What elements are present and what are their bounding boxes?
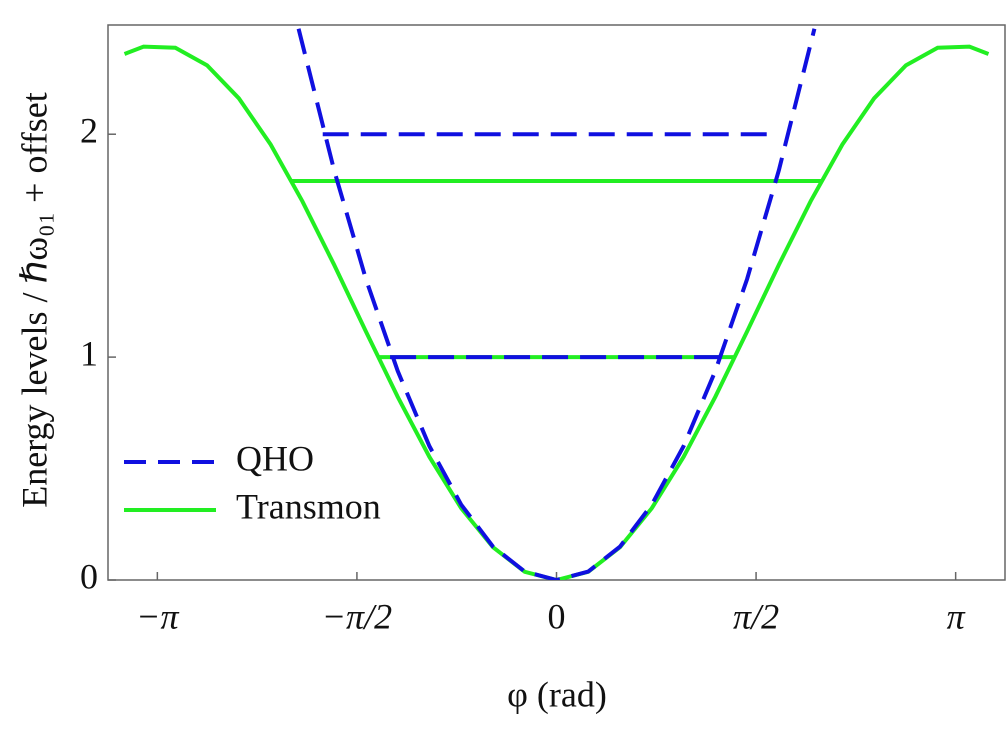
x-tick-label: π xyxy=(947,596,966,636)
y-tick-label: 1 xyxy=(80,333,98,373)
x-tick-label: −π/2 xyxy=(322,596,392,636)
y-tick-label: 2 xyxy=(80,110,98,150)
y-tick-label: 0 xyxy=(80,556,98,596)
legend-label: QHO xyxy=(236,438,314,478)
x-tick-label: π/2 xyxy=(733,596,779,636)
potential-line xyxy=(123,44,990,580)
potential-line xyxy=(296,28,817,580)
x-axis-label: φ (rad) xyxy=(507,674,607,714)
legend-label: Transmon xyxy=(236,486,381,526)
y-axis-label: Energy levels / ℏω₀₁ + offset xyxy=(14,92,54,508)
x-tick-label: −π xyxy=(136,596,179,636)
x-tick-label: 0 xyxy=(548,596,566,636)
